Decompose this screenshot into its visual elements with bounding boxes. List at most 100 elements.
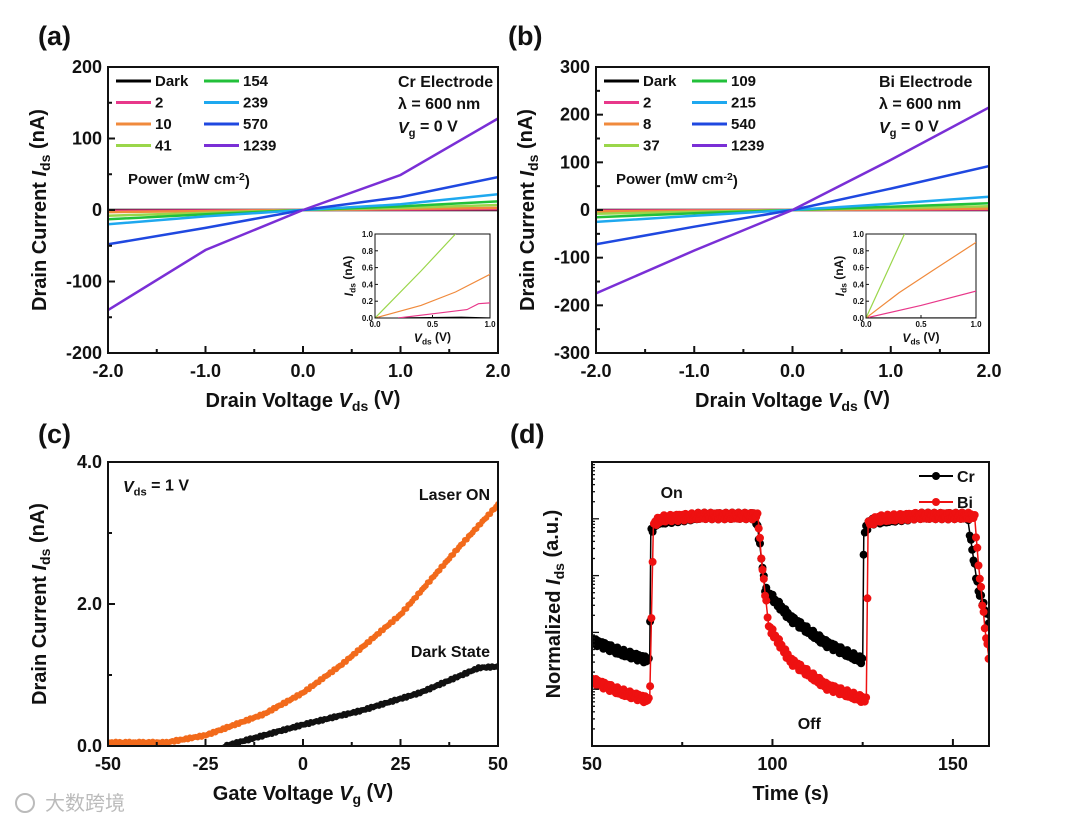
inset-y-title-sub: ds — [839, 283, 849, 293]
inset-y-title: Ids (nA) — [341, 256, 358, 296]
y-tick-label: -100 — [554, 248, 590, 268]
y-axis-title-text: (nA) — [27, 109, 49, 155]
y-axis-title-text: Drain Current — [517, 176, 539, 310]
plot-frame — [107, 461, 499, 747]
annotation-vg-sub: g — [409, 127, 416, 139]
legend-label: 37 — [643, 138, 660, 155]
y-tick-label: 100 — [560, 152, 590, 172]
x-tick-label: -1.0 — [679, 361, 710, 381]
series-label-dark-state: Dark State — [411, 644, 490, 661]
x-tick-label: 1.0 — [878, 361, 903, 381]
annotation: Bi Electrode — [879, 74, 972, 91]
y-axis-title-var: I — [29, 564, 51, 570]
inset-y-tick-label: 1.0 — [853, 230, 865, 239]
data-point-Bi — [978, 601, 987, 610]
x-tick-label: -1.0 — [190, 361, 221, 381]
data-point-Bi — [863, 594, 872, 603]
annotation-vds-sub: ds — [134, 486, 147, 498]
y-tick-label: 100 — [72, 129, 102, 149]
inset-y-title-text: (nA) — [832, 256, 846, 283]
legend-marker-Bi — [932, 498, 940, 506]
legend-title: Power (mW cm-2) — [128, 171, 250, 190]
x-axis-title-text: Drain Voltage — [206, 390, 339, 412]
annotation-vg-text: = 0 V — [416, 119, 459, 136]
annotation-vds-var: V — [123, 479, 135, 496]
inset-line-8 — [866, 241, 976, 318]
inset-line-2 — [866, 290, 976, 318]
x-axis-title-text: (V) — [858, 388, 890, 410]
x-axis-title-text: (V) — [361, 781, 393, 803]
inset-plot: 0.0 0.5 1.0 0.0 0.2 0.4 0.6 0.8 1.0 Vds (V) Ids (n… — [832, 230, 982, 347]
y-axis-title-text: (a.u.) — [541, 510, 563, 563]
legend-title-text: ) — [733, 173, 738, 190]
legend-label: 8 — [643, 116, 651, 133]
annotation-vg-sub: g — [890, 127, 897, 139]
annotation: λ = 600 nm — [398, 96, 480, 113]
y-axis-title-var: I — [517, 170, 539, 176]
data-point-Bi — [648, 557, 657, 566]
data-point-Bi — [984, 654, 989, 663]
plot-frame — [591, 461, 990, 747]
x-axis-title-text: (V) — [368, 388, 400, 410]
series-line-1239 — [596, 106, 989, 295]
inset-area — [375, 234, 490, 318]
plot-area — [596, 106, 989, 295]
inset-x-title-sub: ds — [422, 337, 432, 347]
data-point-Bi — [753, 509, 762, 518]
y-tick-label: -300 — [554, 343, 590, 363]
x-axis-title-text: Gate Voltage — [213, 783, 339, 805]
data-point-Cr — [858, 654, 867, 663]
annotation-off: Off — [798, 716, 822, 733]
y-tick-label: -100 — [66, 272, 102, 292]
legend-title-text: ) — [245, 173, 250, 190]
inset-y-title: Ids (nA) — [832, 256, 849, 296]
data-point-Bi — [970, 511, 979, 519]
y-axis-title-sub: ds — [525, 154, 541, 171]
legend-title-text: Power (mW cm — [616, 171, 724, 188]
annotation-vg-text: = 0 V — [897, 119, 940, 136]
x-tick-label: 1.0 — [388, 361, 413, 381]
data-point-Bi — [768, 625, 777, 634]
y-axis-title-sub: ds — [551, 563, 567, 580]
panel-letter: (d) — [510, 419, 544, 449]
series-line-Bi — [592, 515, 989, 702]
inset-x-title-text: (V) — [432, 330, 451, 344]
x-tick-label: 0.0 — [780, 361, 805, 381]
panel-d: (d) 50 100 150 Time (s) Normalized Ids (a.u.)… — [510, 419, 990, 805]
legend-title-sup: -2 — [724, 171, 733, 183]
inset-x-title-sub: ds — [910, 337, 920, 347]
y-axis-title-text: (nA) — [27, 503, 49, 549]
panel-letter: (a) — [38, 21, 71, 51]
legend-title-text: Power (mW cm — [128, 171, 236, 188]
y-tick-label: 0 — [580, 200, 590, 220]
y-axis-title-var: I — [543, 579, 565, 585]
data-point-Bi — [756, 533, 764, 542]
annotation: Cr Electrode — [398, 74, 493, 91]
inset-x-tick-label: 0.0 — [369, 320, 381, 329]
legend-label: Dark — [155, 73, 189, 90]
inset-line-2 — [397, 302, 490, 318]
data-point-Bi — [977, 582, 986, 591]
y-tick-label: -200 — [66, 343, 102, 363]
inset-x-title-var: V — [902, 331, 911, 345]
inset-x-tick-label: 0.0 — [860, 320, 872, 329]
annotation-vg: Vg = 0 V — [879, 119, 939, 140]
y-axis-title-text: Normalized — [543, 585, 565, 698]
inset-x-title: Vds (V) — [902, 330, 939, 347]
y-axis-title: Normalized Ids (a.u.) — [541, 510, 567, 699]
inset-y-tick-label: 1.0 — [362, 230, 374, 239]
inset-y-tick-label: 0.2 — [853, 297, 865, 306]
y-axis-title-sub: ds — [37, 548, 53, 565]
y-tick-label: 0 — [92, 200, 102, 220]
inset-y-tick-label: 0.0 — [362, 314, 374, 323]
x-axis-title-sub: g — [352, 791, 361, 807]
x-axis-title-var: V — [828, 390, 843, 412]
x-tick-label: 25 — [390, 754, 410, 774]
data-point-Cr — [859, 550, 868, 559]
inset-x-tick-label: 0.5 — [427, 320, 439, 329]
annotation-vg-var: V — [398, 120, 410, 137]
inset-x-title-var: V — [414, 331, 423, 345]
legend: Dark 2 8 37 109 215 540 1239 Power (mW cm-2) — [604, 73, 764, 190]
x-axis-title: Drain Voltage Vds (V) — [695, 388, 890, 414]
inset-y-title-var: I — [833, 292, 847, 296]
